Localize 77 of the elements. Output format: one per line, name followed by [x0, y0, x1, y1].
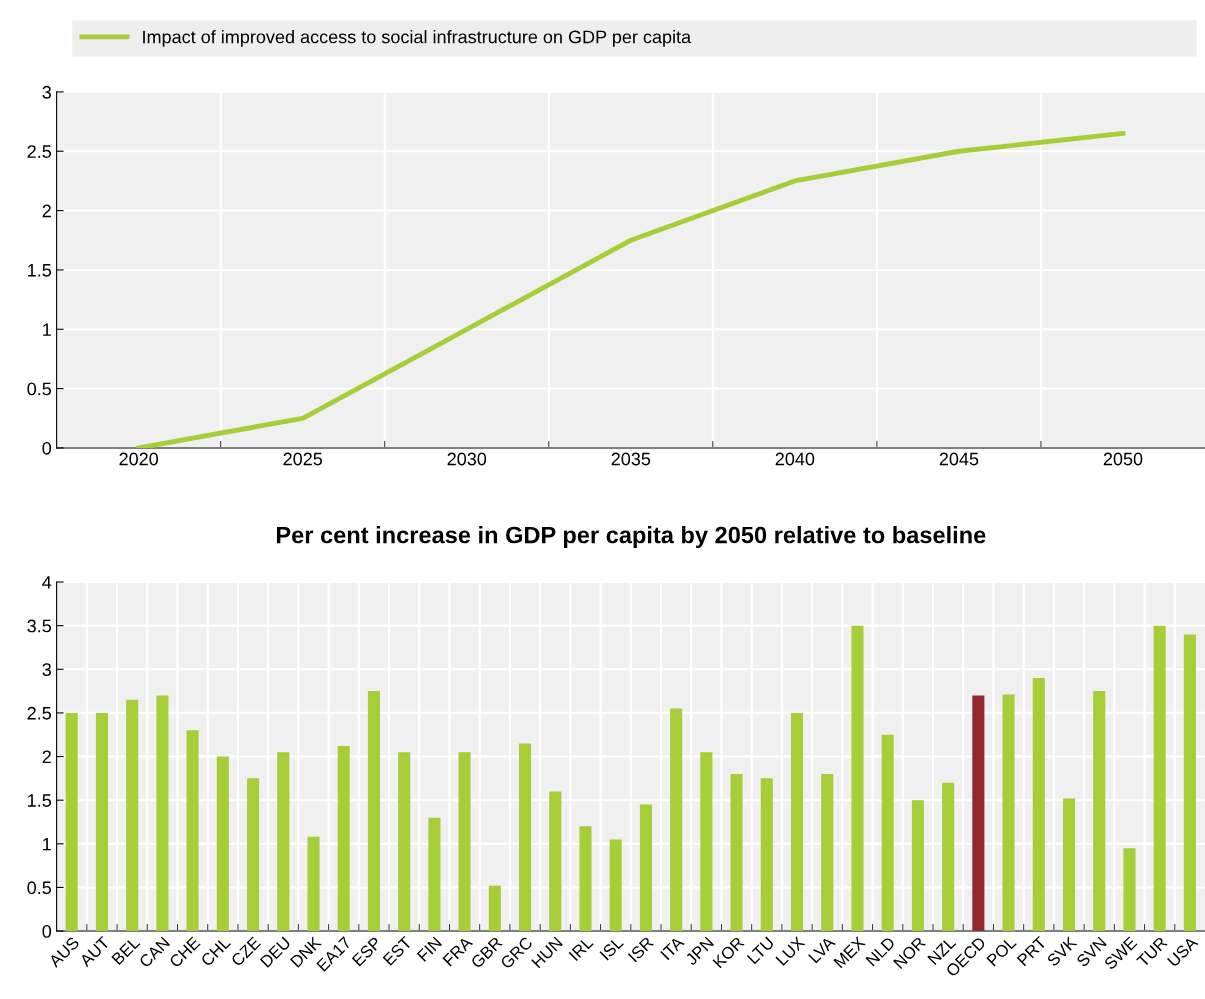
x-tick-label: ITA [660, 935, 685, 961]
bar [398, 752, 411, 932]
bar [549, 791, 562, 932]
y-tick-label: 3 [42, 663, 51, 676]
bar [972, 695, 985, 932]
bar [1183, 634, 1196, 932]
bar [1002, 694, 1015, 932]
x-tick-label: TUR [1136, 936, 1168, 968]
y-tick-label: 3.5 [27, 619, 52, 633]
bar [1153, 625, 1166, 932]
y-tick-label: 3 [42, 85, 51, 99]
bar [1062, 798, 1076, 932]
bar [821, 774, 834, 932]
y-tick-label: 4 [42, 576, 52, 589]
bar [730, 774, 743, 932]
legend-label: Impact of improved access to social infrastructure on GDP per capita [143, 30, 692, 47]
bar [277, 752, 290, 932]
bar [760, 778, 773, 932]
y-tick-label: 1.5 [28, 264, 52, 277]
y-tick-label: 1 [43, 837, 51, 851]
bar [186, 730, 199, 932]
bar [156, 695, 169, 932]
x-tick-label: 2025 [283, 452, 323, 466]
bar [65, 712, 78, 932]
x-tick-label: LTU [746, 936, 775, 965]
y-tick-label: 0 [42, 441, 52, 455]
bar [126, 699, 139, 932]
bar [790, 712, 804, 932]
x-tick-label: FRA [442, 935, 474, 967]
y-tick-label: 0.5 [27, 881, 52, 895]
bar [337, 746, 350, 932]
x-tick-label: BEL [111, 936, 141, 966]
x-tick-label: FIN [416, 936, 442, 962]
x-tick-label: CHL [200, 935, 232, 967]
x-tick-label: 2035 [611, 452, 651, 466]
bar [95, 712, 109, 932]
bar [519, 743, 532, 932]
bar [247, 778, 260, 932]
bar [639, 804, 652, 932]
chart-title: Per cent increase in GDP per capita by 2050 relative to baseline [276, 526, 986, 549]
bar [458, 752, 471, 932]
bar [1123, 848, 1136, 932]
bar [367, 691, 380, 932]
bar [881, 734, 894, 932]
y-tick-label: 1.5 [28, 794, 52, 807]
y-tick-label: 2 [42, 204, 51, 218]
x-tick-label: 2030 [447, 452, 487, 466]
y-tick-label: 2.5 [27, 706, 52, 720]
bar [942, 782, 955, 932]
bar [911, 800, 924, 932]
y-tick-label: 2.5 [27, 145, 52, 158]
x-tick-label: ISL [599, 935, 624, 961]
bar [428, 817, 441, 932]
x-tick-label: USA [1166, 935, 1199, 968]
bar [700, 752, 713, 932]
y-tick-label: 2 [42, 750, 51, 764]
bar [1032, 678, 1045, 932]
x-tick-label: ISR [627, 936, 655, 963]
x-tick-label: IRL [568, 936, 594, 962]
bar [488, 885, 501, 932]
bar [609, 839, 622, 932]
x-tick-label: JPN [684, 936, 715, 966]
line-series [136, 131, 1126, 448]
bar [579, 826, 592, 932]
bar [1093, 691, 1106, 932]
y-tick-label: 0.5 [27, 382, 52, 396]
y-tick-label: 0 [42, 925, 52, 938]
x-tick-label: POL [986, 935, 1017, 967]
x-tick-label: 2045 [939, 452, 979, 466]
bar [216, 756, 229, 932]
bar [670, 708, 683, 932]
y-tick-label: 1 [43, 323, 51, 336]
x-tick-label: 2040 [775, 452, 815, 466]
bar [851, 625, 864, 932]
x-tick-label: 2050 [1103, 452, 1143, 466]
bar [307, 836, 320, 932]
x-tick-label: 2020 [119, 452, 159, 466]
